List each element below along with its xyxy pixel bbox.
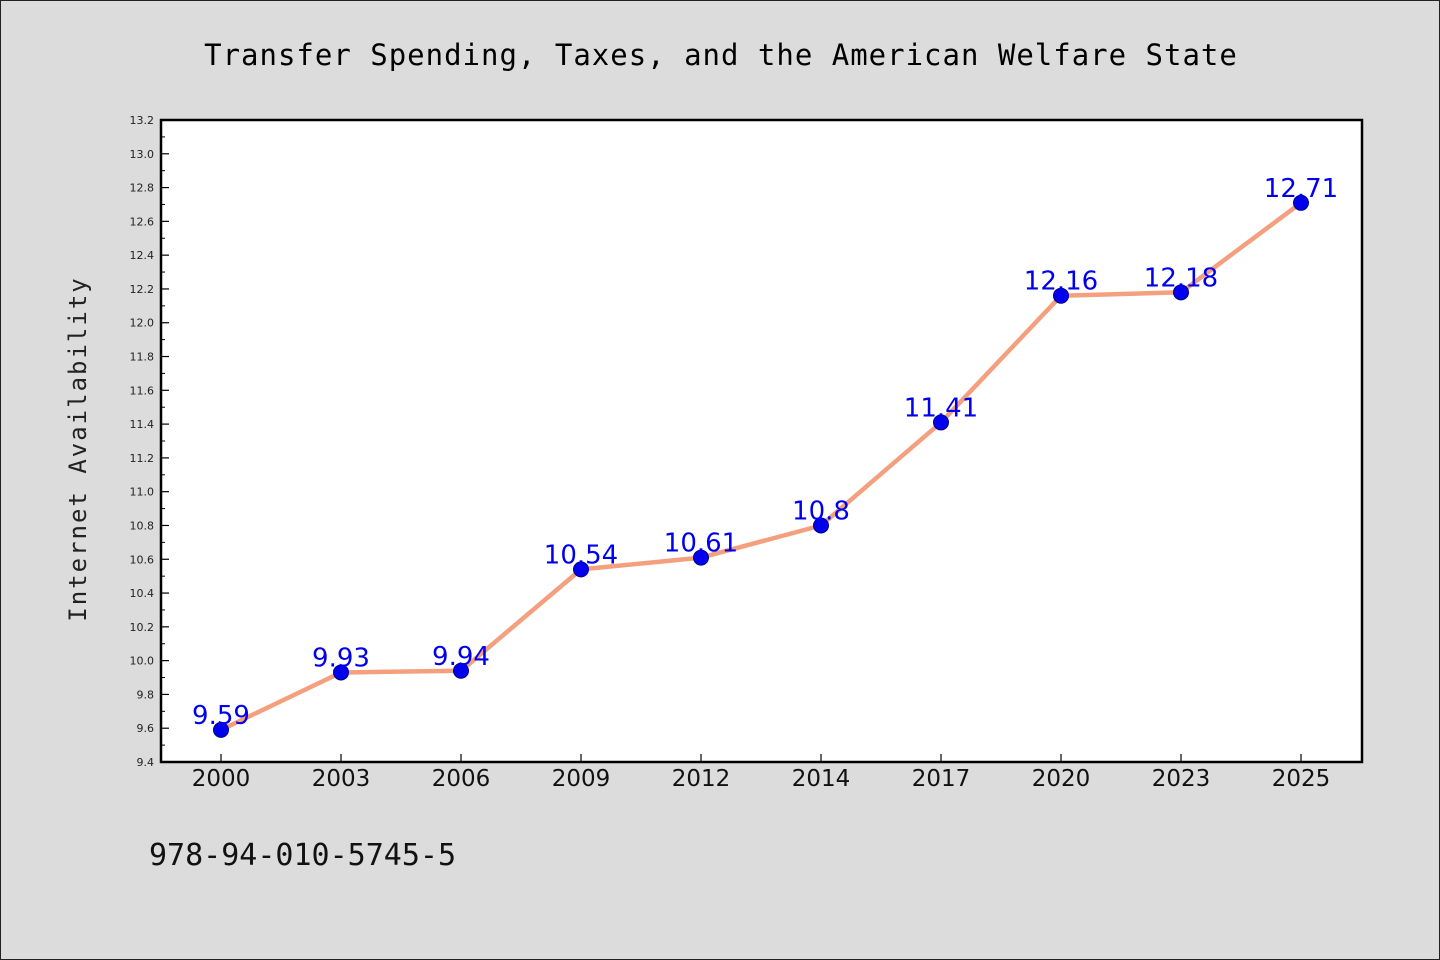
chart-title: Transfer Spending, Taxes, and the Americ…	[204, 38, 1238, 72]
x-tick-label: 2020	[1032, 766, 1091, 792]
data-point	[1173, 284, 1189, 301]
y-tick-label: 12.2	[130, 283, 155, 296]
data-point	[213, 721, 229, 738]
x-tick-label: 2025	[1272, 766, 1331, 792]
footer-code: 978-94-010-5745-5	[149, 838, 456, 873]
x-tick-label: 2006	[432, 766, 491, 792]
data-point	[1053, 287, 1069, 304]
data-point	[333, 664, 349, 681]
x-tick-label: 2000	[192, 766, 251, 792]
y-tick-label: 9.6	[137, 722, 155, 735]
y-tick-label: 10.6	[130, 553, 155, 566]
data-point	[573, 561, 589, 578]
data-label: 10.8	[792, 496, 850, 526]
plot-area	[159, 118, 1364, 764]
x-tick-label: 2014	[792, 766, 851, 792]
data-point	[1293, 194, 1309, 211]
y-tick-label: 11.4	[130, 418, 155, 431]
y-tick-label: 11.8	[130, 351, 155, 364]
y-tick-label: 11.0	[130, 486, 155, 499]
data-point	[813, 517, 829, 534]
y-tick-label: 11.6	[130, 384, 155, 397]
y-tick-label: 9.4	[137, 756, 155, 769]
y-tick-label: 13.0	[130, 148, 155, 161]
y-tick-label: 12.6	[130, 215, 155, 228]
data-markers	[213, 194, 1309, 738]
y-tick-label: 13.2	[130, 114, 155, 127]
data-label: 12.71	[1264, 174, 1338, 204]
y-tick-label: 10.4	[130, 587, 155, 600]
x-tick-label: 2003	[312, 766, 371, 792]
x-axis-ticks: 2000 2003 2006 2009 2012 2014 2017 2020 2023 2025	[192, 754, 1331, 792]
y-tick-label: 12.4	[130, 249, 155, 262]
y-tick-label: 10.2	[130, 621, 155, 634]
data-point	[933, 414, 949, 431]
y-tick-label: 9.8	[137, 688, 155, 701]
y-tick-label: 12.0	[130, 317, 155, 330]
x-tick-label: 2023	[1152, 766, 1211, 792]
y-tick-label: 12.8	[130, 182, 155, 195]
data-point	[453, 662, 469, 679]
x-tick-label: 2017	[912, 766, 971, 792]
series-line	[220, 200, 1303, 732]
x-tick-label: 2009	[552, 766, 611, 792]
data-label: 9.59	[192, 701, 250, 731]
data-label: 9.93	[312, 643, 370, 673]
data-labels: 9.59 9.93 9.94 10.54 10.61 10.8 11.41 12.16 12.1…	[192, 174, 1338, 731]
data-label: 10.61	[664, 529, 738, 559]
data-label: 9.94	[432, 642, 490, 672]
y-tick-label: 10.8	[130, 519, 155, 532]
y-axis-ticks: 9.4 9.6 9.8 10.0 10.2 10.4 10.6 10.8 11.0 11.2 11.…	[130, 114, 169, 769]
data-label: 11.41	[904, 393, 978, 423]
x-tick-label: 2012	[672, 766, 731, 792]
data-label: 12.16	[1024, 267, 1098, 297]
data-label: 10.54	[544, 540, 618, 570]
data-label: 12.18	[1144, 263, 1218, 293]
data-point	[693, 549, 709, 566]
y-tick-label: 10.0	[130, 655, 155, 668]
y-axis-label: Internet Availability	[64, 276, 92, 621]
y-tick-label: 11.2	[130, 452, 155, 465]
